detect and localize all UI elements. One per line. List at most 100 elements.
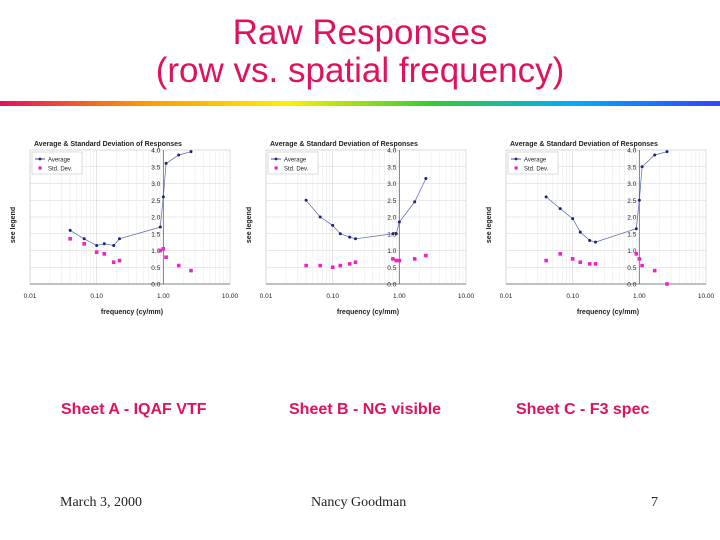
data-point-stddev: [578, 260, 583, 265]
y-tick-label: 0.0: [151, 282, 160, 289]
y-tick-label: 1.0: [627, 248, 636, 255]
y-tick-label: 0.0: [627, 282, 636, 289]
y-tick-label: 2.5: [151, 198, 160, 205]
data-point-stddev: [634, 252, 639, 256]
y-tick-label: 3.5: [387, 164, 396, 171]
data-point-stddev: [558, 252, 562, 256]
slide-title-line-1: Raw Responses: [232, 13, 488, 52]
data-point-average: [117, 237, 121, 241]
data-point-stddev: [353, 260, 358, 265]
x-tick-label: 10.00: [698, 293, 715, 300]
data-point-stddev: [412, 257, 417, 261]
x-tick-label: 0.10: [566, 293, 579, 300]
y-tick-label: 1.0: [151, 248, 160, 255]
data-point-stddev: [397, 258, 402, 263]
data-point-average: [102, 242, 106, 246]
data-point-stddev: [158, 248, 163, 253]
legend-marker-stddev: [514, 166, 518, 170]
x-tick-label: 10.00: [222, 293, 239, 300]
data-point-stddev: [640, 263, 644, 268]
data-point-average: [413, 200, 417, 204]
data-point-average: [338, 232, 342, 236]
data-point-stddev: [593, 262, 598, 266]
chart-sheet-c: 0.0 0.5 1.0 1.5 2.0 2.5 3.0 3.5 4.0 0.01 0.10 1.00 1…: [486, 141, 715, 316]
data-point-average: [634, 227, 638, 231]
y-tick-label: 4.0: [151, 148, 160, 155]
data-point-average: [588, 238, 592, 242]
data-point-average: [95, 243, 99, 247]
data-point-average: [424, 176, 428, 180]
chart-title: Average & Standard Deviation of Response…: [34, 141, 182, 148]
data-point-average: [82, 237, 86, 241]
data-point-average: [578, 230, 582, 234]
data-point-stddev: [94, 250, 99, 254]
data-point-stddev: [189, 268, 193, 273]
data-point-stddev: [176, 263, 181, 268]
chart-title: Average & Standard Deviation of Response…: [270, 141, 418, 148]
data-point-stddev: [330, 265, 335, 270]
x-tick-label: 0.01: [260, 293, 273, 300]
data-point-average: [112, 243, 116, 247]
legend-box: [267, 151, 319, 175]
data-point-average: [161, 195, 165, 199]
legend-marker-average: [38, 157, 42, 161]
x-tick-label: 0.10: [326, 293, 339, 300]
legend-marker-stddev: [38, 166, 42, 170]
data-point-stddev: [68, 236, 72, 241]
y-tick-label: 2.5: [387, 198, 396, 205]
y-tick-label: 2.5: [627, 198, 636, 205]
data-point-average: [637, 198, 641, 202]
legend-label: Average: [284, 157, 307, 163]
data-point-stddev: [394, 258, 399, 263]
legend-label: Std. Dev.: [524, 166, 549, 172]
y-tick-label: 1.0: [387, 248, 396, 255]
data-point-stddev: [82, 242, 86, 246]
y-tick-label: 3.0: [627, 181, 636, 188]
data-point-average: [318, 215, 322, 219]
data-point-average: [544, 195, 548, 199]
data-point-stddev: [304, 263, 308, 268]
data-point-average: [158, 225, 162, 229]
y-axis-label: see legend: [486, 207, 493, 243]
legend-label: Average: [524, 157, 547, 163]
data-point-average: [331, 223, 335, 227]
legend-marker-average: [514, 157, 518, 161]
slide-title: Raw Responses (row vs. spatial frequency…: [0, 14, 720, 90]
y-tick-label: 3.0: [151, 181, 160, 188]
x-axis-label: frequency (cy/mm): [101, 309, 163, 316]
data-point-average: [593, 240, 597, 244]
y-axis-label: see legend: [10, 207, 17, 243]
data-point-average: [653, 153, 657, 157]
data-point-stddev: [117, 258, 122, 263]
y-tick-label: 2.0: [387, 215, 396, 222]
data-point-stddev: [570, 257, 575, 261]
data-point-average: [304, 198, 308, 202]
legend-box: [31, 151, 83, 175]
data-point-stddev: [637, 257, 642, 261]
x-tick-label: 1.00: [157, 293, 170, 300]
slide-title-line-2: (row vs. spatial frequency): [155, 51, 565, 90]
chart-sheet-b: 0.00.51.01.52.02.53.03.54.00.010.101.001…: [246, 141, 475, 316]
data-point-stddev: [391, 257, 395, 261]
data-point-stddev: [665, 282, 669, 286]
y-tick-label: 0.0: [387, 282, 396, 289]
x-axis-label: frequency (cy/mm): [577, 309, 639, 316]
chart-sheet-a: 0.0 0.5 1.0 1.5 2.0 2.5 3.0 3.5 4.0 0.01 0.10 1.00 1…: [10, 141, 239, 316]
x-tick-label: 0.01: [24, 293, 37, 300]
data-point-average: [665, 150, 669, 154]
data-point-average: [394, 232, 398, 236]
data-point-stddev: [161, 247, 166, 251]
footer-page-number: 7: [651, 495, 658, 510]
data-point-average: [640, 165, 644, 169]
data-point-stddev: [111, 260, 116, 265]
data-point-stddev: [164, 255, 168, 259]
data-point-average: [68, 228, 72, 232]
data-point-average: [391, 232, 395, 236]
y-tick-label: 0.5: [627, 265, 636, 272]
y-tick-label: 3.5: [151, 164, 160, 171]
caption-sheet-b: Sheet B - NG visible: [289, 401, 442, 418]
rainbow-divider: [0, 101, 720, 106]
y-tick-label: 2.0: [627, 215, 636, 222]
footer-author: Nancy Goodman: [311, 495, 407, 510]
data-point-average: [397, 220, 401, 224]
